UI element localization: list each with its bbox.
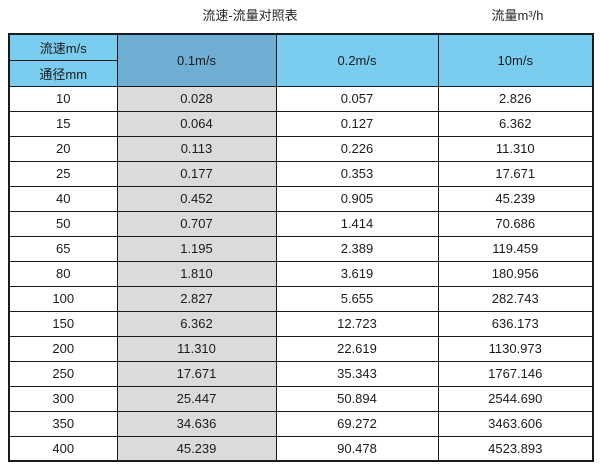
flow-cell: 2.827	[116, 285, 277, 312]
flow-cell: 45.239	[437, 185, 594, 212]
table-row: 200 11.310 22.619 1130.973	[8, 335, 594, 362]
diameter-cell: 250	[8, 360, 118, 387]
flow-cell: 3463.606	[437, 410, 594, 437]
flow-cell: 4523.893	[437, 435, 594, 462]
flow-cell: 5.655	[275, 285, 439, 312]
flow-cell: 34.636	[116, 410, 277, 437]
diameter-cell: 350	[8, 410, 118, 437]
flow-cell: 1.195	[116, 235, 277, 262]
table-row: 250 17.671 35.343 1767.146	[8, 360, 594, 387]
table-row: 350 34.636 69.272 3463.606	[8, 410, 594, 437]
table-title: 流速-流量对照表	[202, 8, 298, 23]
flow-unit-label: 流量m³/h	[491, 8, 544, 23]
table-row: 400 45.239 90.478 4523.893	[8, 435, 594, 462]
diameter-cell: 100	[8, 285, 118, 312]
diameter-cell: 80	[8, 260, 118, 287]
flow-cell: 0.127	[275, 110, 439, 137]
flow-cell: 282.743	[437, 285, 594, 312]
diameter-cell: 15	[8, 110, 118, 137]
corner-header-diameter: 通径mm	[8, 59, 118, 87]
table-row: 50 0.707 1.414 70.686	[8, 210, 594, 237]
header-row-diameter: 通径mm	[8, 59, 593, 87]
flow-cell: 70.686	[437, 210, 594, 237]
flow-cell: 636.173	[437, 310, 594, 337]
flow-cell: 2.389	[275, 235, 439, 262]
diameter-cell: 25	[8, 160, 118, 187]
flow-cell: 1130.973	[437, 335, 594, 362]
diameter-cell: 10	[8, 85, 118, 112]
flow-cell: 45.239	[116, 435, 277, 462]
table-row: 20 0.113 0.226 11.310	[8, 135, 594, 162]
flow-cell: 11.310	[437, 135, 594, 162]
flow-cell: 119.459	[437, 235, 594, 262]
flow-cell: 35.343	[275, 360, 439, 387]
flow-cell: 0.064	[116, 110, 277, 137]
flow-cell: 0.707	[116, 210, 277, 237]
table-row: 80 1.810 3.619 180.956	[8, 260, 594, 287]
table-row: 10 0.028 0.057 2.826	[8, 85, 594, 112]
table-row: 150 6.362 12.723 636.173	[8, 310, 594, 337]
flow-cell: 12.723	[275, 310, 439, 337]
flow-cell: 0.905	[275, 185, 439, 212]
flow-cell: 50.894	[275, 385, 439, 412]
column-header-10ms: 10m/s	[437, 33, 594, 87]
flow-cell: 17.671	[437, 160, 594, 187]
flow-cell: 0.113	[116, 135, 277, 162]
diameter-cell: 20	[8, 135, 118, 162]
flow-cell: 0.226	[275, 135, 439, 162]
flow-cell: 6.362	[116, 310, 277, 337]
diameter-cell: 65	[8, 235, 118, 262]
diameter-cell: 200	[8, 335, 118, 362]
flow-cell: 0.177	[116, 160, 277, 187]
flow-cell: 17.671	[116, 360, 277, 387]
flow-cell: 1.810	[116, 260, 277, 287]
flow-cell: 2.826	[437, 85, 594, 112]
diameter-cell: 40	[8, 185, 118, 212]
table-row: 15 0.064 0.127 6.362	[8, 110, 594, 137]
flow-cell: 1767.146	[437, 360, 594, 387]
flow-cell: 3.619	[275, 260, 439, 287]
flow-cell: 2544.690	[437, 385, 594, 412]
flow-cell: 0.353	[275, 160, 439, 187]
corner-header-velocity: 流速m/s	[8, 33, 118, 61]
flow-cell: 1.414	[275, 210, 439, 237]
table-row: 100 2.827 5.655 282.743	[8, 285, 594, 312]
table-row: 65 1.195 2.389 119.459	[8, 235, 594, 262]
table-row: 300 25.447 50.894 2544.690	[8, 385, 594, 412]
table-row: 25 0.177 0.353 17.671	[8, 160, 594, 187]
flow-cell: 6.362	[437, 110, 594, 137]
flow-cell: 22.619	[275, 335, 439, 362]
flow-rate-table: 流速m/s 0.1m/s 0.2m/s 10m/s 通径mm 10 0.028 …	[8, 33, 594, 462]
column-header-0-1ms: 0.1m/s	[116, 33, 277, 87]
flow-cell: 90.478	[275, 435, 439, 462]
flow-cell: 25.447	[116, 385, 277, 412]
flow-cell: 0.452	[116, 185, 277, 212]
flow-cell: 0.057	[275, 85, 439, 112]
flow-cell: 180.956	[437, 260, 594, 287]
flow-cell: 11.310	[116, 335, 277, 362]
diameter-cell: 50	[8, 210, 118, 237]
flow-cell: 0.028	[116, 85, 277, 112]
header-row-velocity: 流速m/s 0.1m/s 0.2m/s 10m/s	[8, 33, 594, 87]
flow-cell: 69.272	[275, 410, 439, 437]
column-header-0-2ms: 0.2m/s	[275, 33, 439, 87]
table-row: 40 0.452 0.905 45.239	[8, 185, 594, 212]
diameter-cell: 400	[8, 435, 118, 462]
diameter-cell: 150	[8, 310, 118, 337]
diameter-cell: 300	[8, 385, 118, 412]
